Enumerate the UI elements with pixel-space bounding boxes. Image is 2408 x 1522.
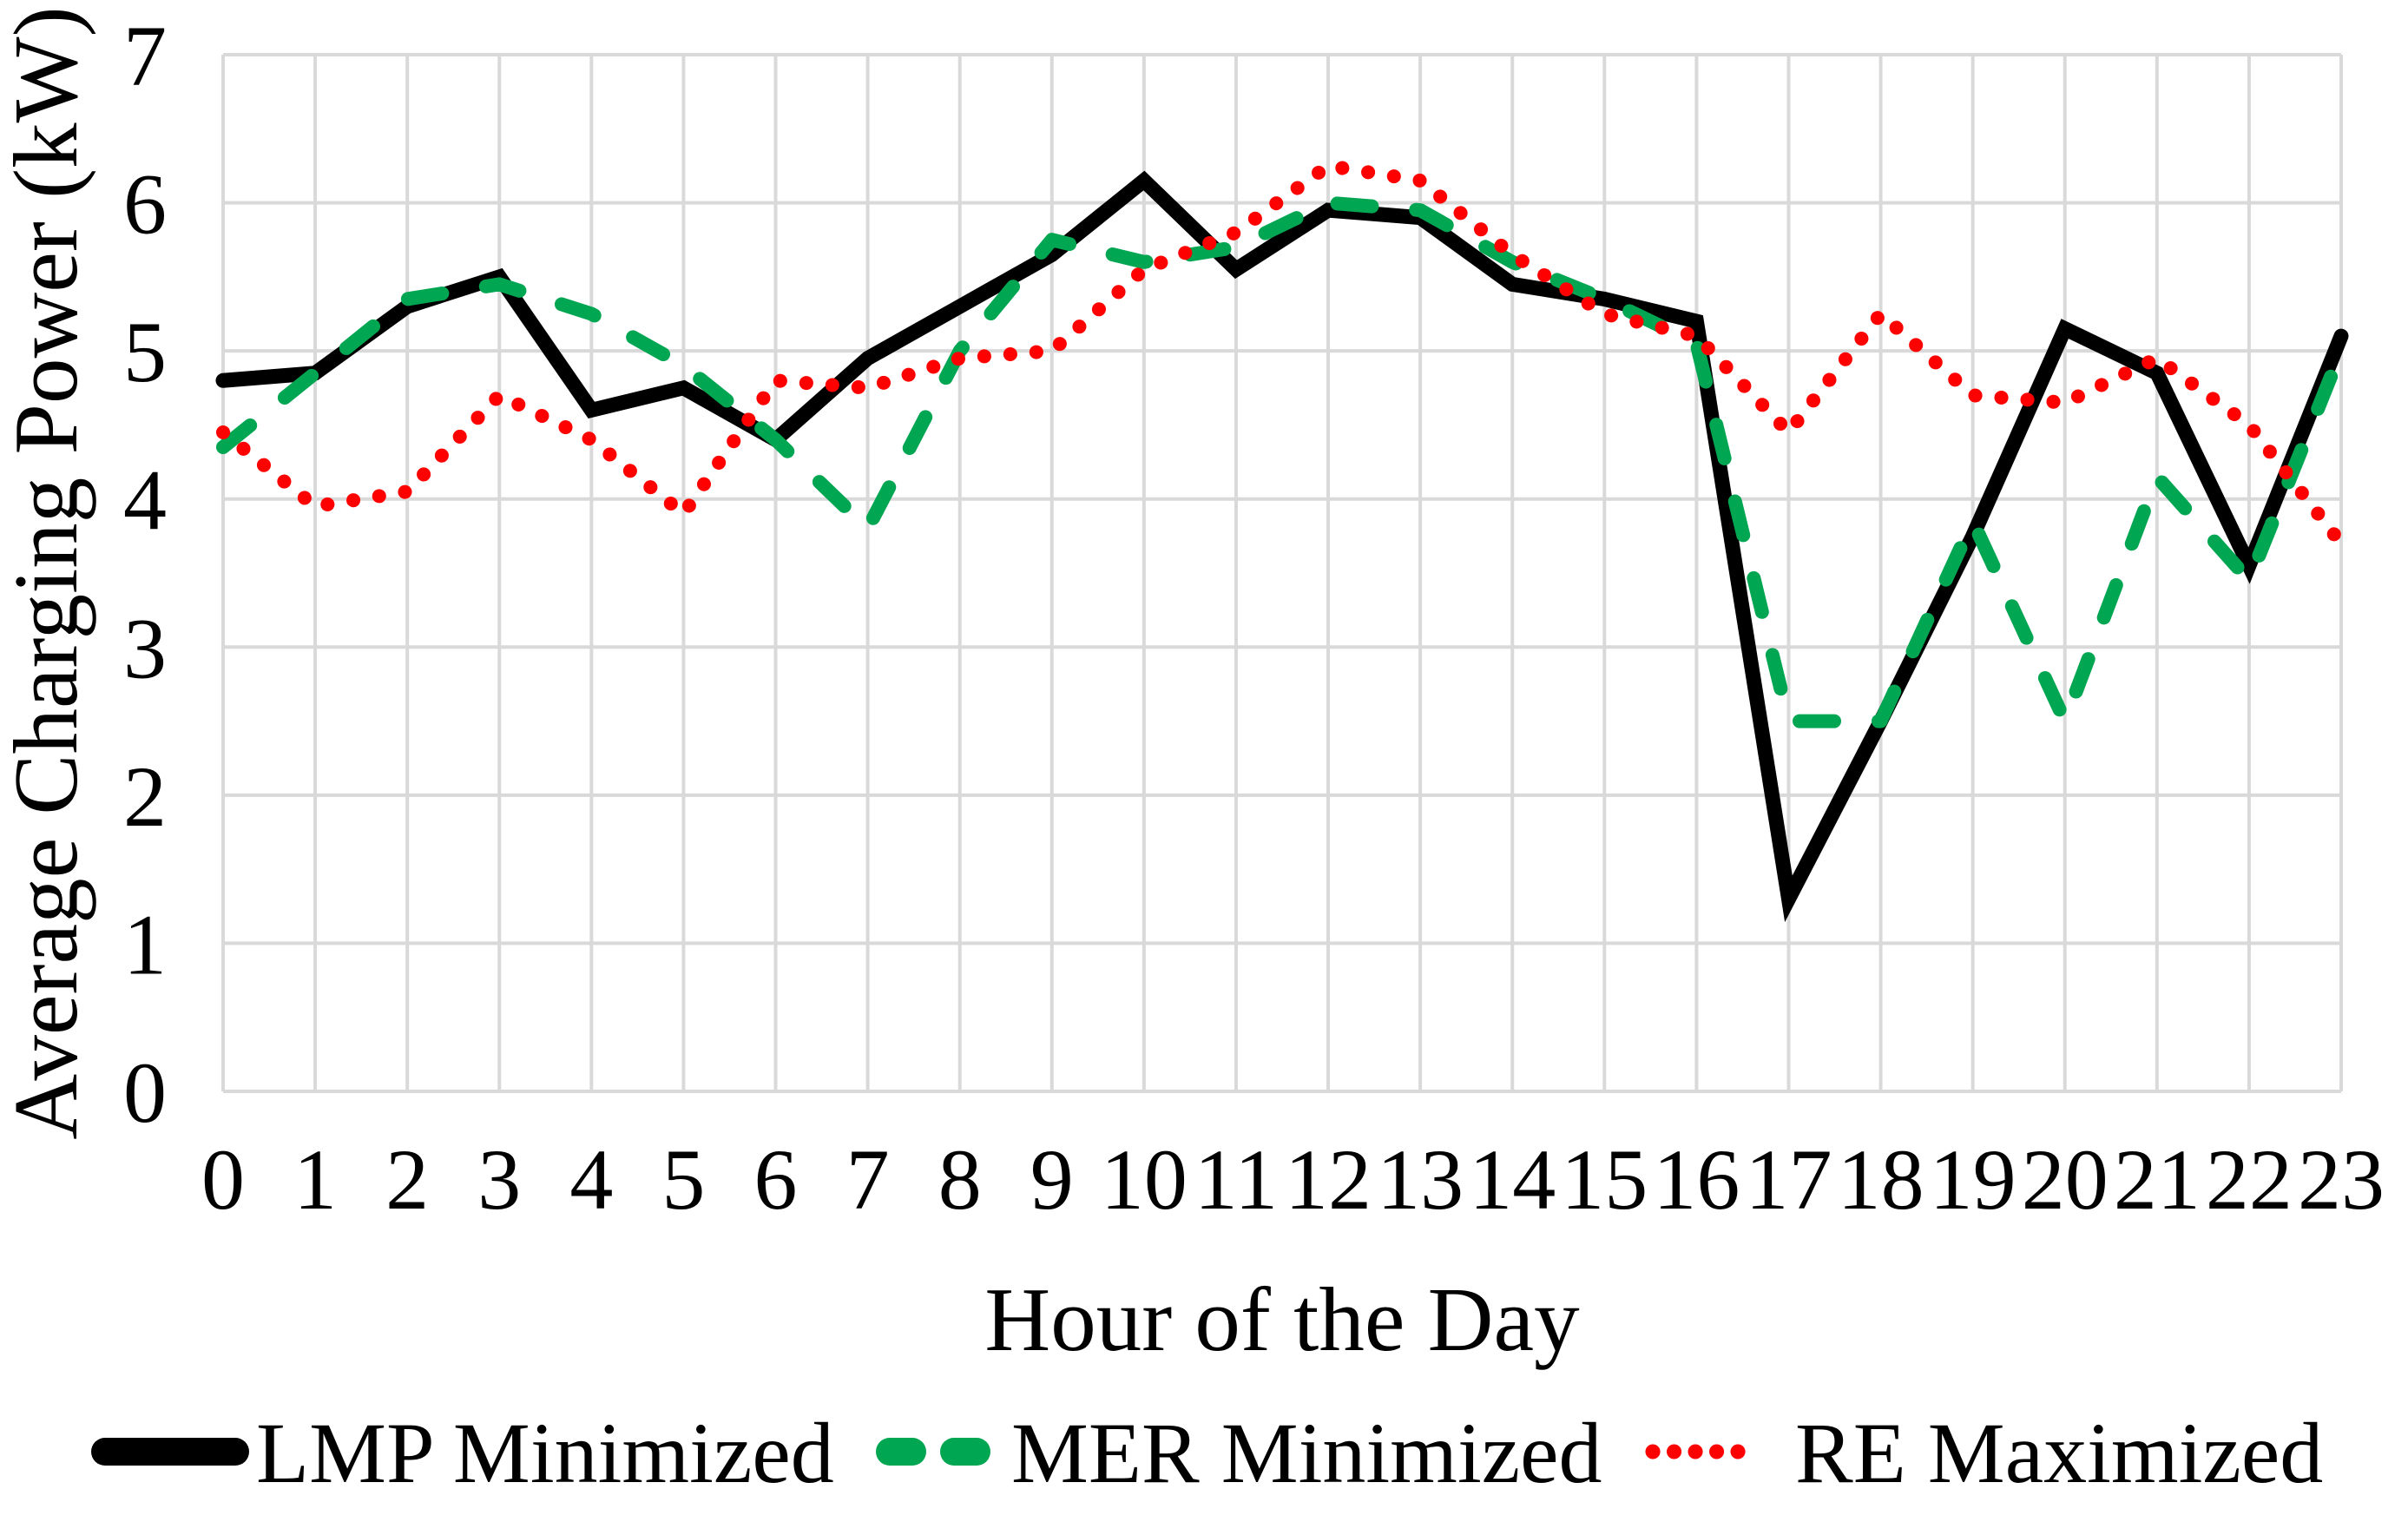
x-tick-label: 6 bbox=[754, 1131, 798, 1228]
y-tick-label: 0 bbox=[123, 1044, 167, 1141]
y-tick-label: 6 bbox=[123, 156, 167, 253]
legend-item-mer-minimized: MER Minimized bbox=[876, 1405, 1602, 1501]
x-tick-label: 3 bbox=[477, 1131, 521, 1228]
y-tick-label: 5 bbox=[123, 304, 167, 400]
x-tick-label: 5 bbox=[661, 1131, 705, 1228]
x-tick-label: 21 bbox=[2114, 1131, 2201, 1228]
x-axis-tick-labels: 0 1 2 3 4 5 6 7 8 9 10 11 12 13 14 15 16 17 18 19 20 21 22 23 bbox=[201, 1131, 2385, 1228]
x-tick-label: 1 bbox=[293, 1131, 337, 1228]
y-axis-title: Average Charging Power (kW) bbox=[0, 6, 96, 1139]
legend-item-lmp-minimized: LMP Minimized bbox=[91, 1405, 834, 1501]
legend-label: RE Maximized bbox=[1795, 1405, 2323, 1501]
x-tick-label: 2 bbox=[385, 1131, 429, 1228]
x-tick-label: 20 bbox=[2022, 1131, 2109, 1228]
y-axis-tick-labels: 0 1 2 3 4 5 6 7 bbox=[123, 8, 167, 1141]
x-tick-label: 19 bbox=[1930, 1131, 2017, 1228]
series-line-lmp-minimized bbox=[215, 170, 2349, 923]
y-tick-label: 4 bbox=[123, 452, 167, 549]
x-tick-label: 7 bbox=[846, 1131, 890, 1228]
x-axis-title: Hour of the Day bbox=[984, 1268, 1580, 1370]
x-tick-label: 10 bbox=[1101, 1131, 1188, 1228]
y-tick-label: 1 bbox=[123, 896, 167, 992]
x-tick-label: 4 bbox=[569, 1131, 613, 1228]
x-tick-label: 15 bbox=[1561, 1131, 1648, 1228]
x-tick-label: 17 bbox=[1745, 1131, 1832, 1228]
y-tick-label: 2 bbox=[123, 748, 167, 845]
series-line-mer-minimized bbox=[216, 195, 2348, 728]
x-tick-label: 13 bbox=[1377, 1131, 1464, 1228]
x-tick-label: 9 bbox=[1030, 1131, 1074, 1228]
y-tick-label: 7 bbox=[123, 8, 167, 104]
x-tick-label: 8 bbox=[938, 1131, 982, 1228]
legend-label: MER Minimized bbox=[1011, 1405, 1602, 1501]
x-tick-label: 0 bbox=[201, 1131, 245, 1228]
x-tick-label: 18 bbox=[1838, 1131, 1924, 1228]
x-tick-label: 16 bbox=[1653, 1131, 1740, 1228]
legend-item-re-maximized: RE Maximized bbox=[1645, 1405, 2323, 1501]
x-tick-label: 23 bbox=[2298, 1131, 2385, 1228]
legend: LMP Minimized MER Minimized RE Maximized bbox=[91, 1405, 2323, 1501]
gridlines bbox=[221, 53, 2343, 1093]
legend-label: LMP Minimized bbox=[256, 1405, 834, 1501]
y-tick-label: 3 bbox=[123, 600, 167, 696]
x-tick-label: 14 bbox=[1469, 1131, 1556, 1228]
x-tick-label: 22 bbox=[2206, 1131, 2293, 1228]
data-series bbox=[215, 158, 2349, 923]
x-tick-label: 11 bbox=[1194, 1131, 1278, 1228]
x-tick-label: 12 bbox=[1285, 1131, 1372, 1228]
